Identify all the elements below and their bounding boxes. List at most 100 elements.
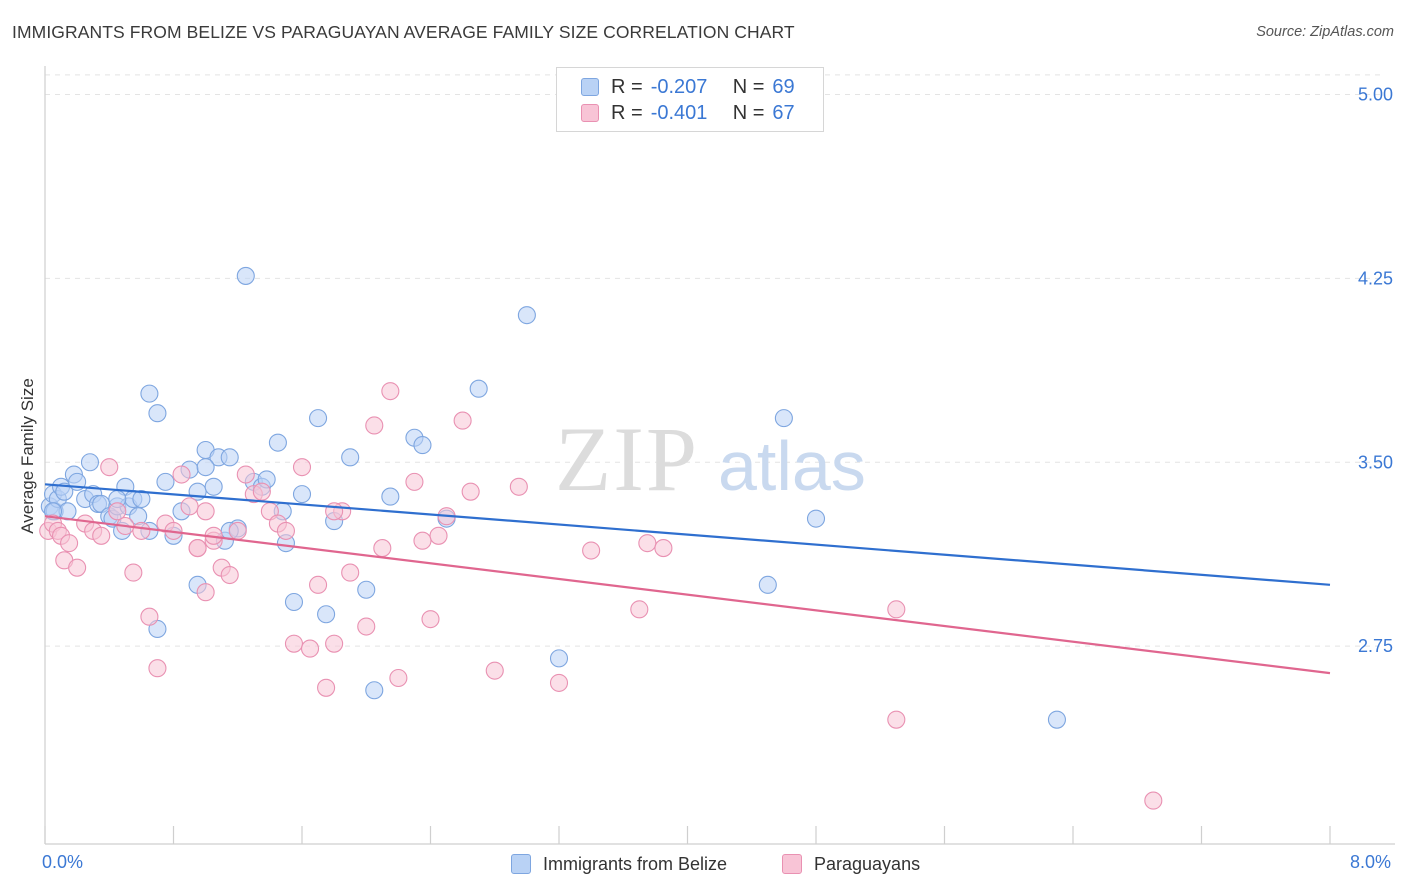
belize-point bbox=[80, 453, 100, 472]
y-tick-labels: 2.75 3.50 4.25 5.00 bbox=[1358, 85, 1393, 657]
belize-point bbox=[220, 448, 239, 467]
bottom-legend-swatch-belize bbox=[511, 854, 531, 874]
belize-point bbox=[284, 592, 304, 612]
bottom-legend-belize: Immigrants from Belize bbox=[511, 852, 727, 876]
legend-row-paraguayans: R = -0.401 N = 67 bbox=[581, 100, 795, 126]
paraguayan-point bbox=[341, 563, 360, 582]
y-tick-label: 3.50 bbox=[1358, 452, 1393, 472]
belize-point bbox=[413, 436, 432, 455]
belize-point bbox=[357, 580, 376, 599]
paraguayan-point bbox=[887, 600, 906, 619]
belize-point bbox=[517, 306, 536, 325]
paraguayan-point bbox=[220, 565, 239, 585]
y-axis-label: Average Family Size bbox=[18, 378, 37, 534]
bottom-legend-label-belize: Immigrants from Belize bbox=[543, 853, 728, 874]
belize-point bbox=[268, 433, 287, 452]
paraguayan-point bbox=[887, 710, 906, 729]
paraguayan-point bbox=[236, 465, 255, 484]
paraguayan-point bbox=[405, 472, 424, 491]
correlation-legend: R = -0.207 N = 69 R = -0.401 N = 67 bbox=[556, 67, 824, 132]
paraguayan-point bbox=[325, 502, 344, 521]
paraguayan-point bbox=[421, 610, 440, 629]
belize-point bbox=[774, 409, 793, 428]
belize-point bbox=[381, 487, 400, 506]
trend-line-paraguayans bbox=[44, 515, 1331, 675]
axes bbox=[44, 66, 1395, 845]
paraguayan-point bbox=[485, 661, 504, 680]
x-tick-max: 8.0% bbox=[1350, 852, 1392, 872]
x-tick-min: 0.0% bbox=[42, 852, 84, 872]
paraguayan-point bbox=[325, 634, 344, 653]
belize-point bbox=[758, 575, 777, 594]
paraguayan-point bbox=[317, 678, 336, 697]
paraguayan-point bbox=[228, 521, 247, 540]
paraguayan-point bbox=[300, 639, 320, 658]
paraguayan-point bbox=[284, 634, 304, 653]
belize-point bbox=[55, 482, 74, 501]
watermark-zip: ZIP bbox=[555, 408, 699, 510]
paraguayan-point bbox=[413, 531, 432, 550]
paraguayan-point bbox=[196, 502, 215, 521]
legend-r-value: -0.207 bbox=[650, 75, 708, 98]
watermark: ZIP atlas bbox=[555, 408, 866, 510]
watermark-atlas: atlas bbox=[718, 427, 866, 505]
bottom-legend-swatch-paraguayans bbox=[782, 854, 802, 874]
paraguayan-point bbox=[357, 617, 376, 636]
paraguayan-point bbox=[60, 534, 79, 553]
paraguayan-point bbox=[132, 521, 151, 540]
belize-point bbox=[317, 605, 336, 624]
legend-row-belize: R = -0.207 N = 69 bbox=[581, 74, 795, 100]
legend-swatch-belize bbox=[581, 78, 599, 96]
paraguayan-point bbox=[276, 521, 295, 540]
belize-point bbox=[309, 409, 328, 428]
paraguayan-point bbox=[381, 382, 400, 401]
paraguayan-point bbox=[365, 416, 384, 435]
belize-point bbox=[236, 266, 255, 285]
paraguayan-point bbox=[292, 458, 312, 477]
series-paraguayan-points bbox=[39, 382, 1163, 810]
belize-point bbox=[806, 509, 826, 528]
belize-point bbox=[204, 477, 223, 496]
paraguayan-point bbox=[180, 497, 199, 516]
belize-point bbox=[132, 489, 151, 509]
paraguayan-point bbox=[429, 526, 448, 545]
legend-r-label: R = bbox=[611, 101, 643, 124]
paraguayan-point bbox=[389, 668, 408, 688]
paraguayan-point bbox=[654, 539, 673, 558]
trend-line-belize bbox=[44, 483, 1331, 586]
paraguayan-point bbox=[630, 600, 649, 619]
legend-n-label: N = bbox=[732, 75, 765, 98]
belize-point bbox=[140, 384, 159, 403]
legend-n-value: 69 bbox=[772, 75, 795, 98]
belize-point bbox=[341, 448, 360, 467]
paraguayan-point bbox=[638, 534, 657, 553]
source-label: Source: ZipAtlas.com bbox=[1256, 24, 1394, 40]
trend-lines bbox=[44, 483, 1331, 675]
belize-point bbox=[292, 485, 312, 504]
legend-r-label: R = bbox=[611, 75, 643, 98]
paraguayan-point bbox=[309, 575, 328, 594]
belize-point bbox=[148, 404, 167, 423]
belize-point bbox=[156, 472, 175, 491]
series-belize-points bbox=[40, 266, 1066, 729]
paraguayan-point bbox=[252, 482, 271, 501]
chart-title: IMMIGRANTS FROM BELIZE VS PARAGUAYAN AVE… bbox=[12, 22, 795, 42]
belize-point bbox=[549, 649, 569, 668]
belize-point bbox=[196, 458, 215, 477]
legend-n-label: N = bbox=[732, 101, 765, 124]
y-tick-label: 5.00 bbox=[1358, 85, 1393, 105]
paraguayan-point bbox=[1144, 791, 1163, 810]
paraguayan-point bbox=[148, 659, 167, 678]
paraguayan-point bbox=[373, 539, 392, 558]
y-tick-label: 4.25 bbox=[1358, 268, 1393, 288]
paraguayan-point bbox=[509, 477, 528, 496]
paraguayan-point bbox=[108, 502, 127, 521]
paraguayan-point bbox=[124, 563, 143, 582]
paraguayan-point bbox=[92, 526, 111, 545]
y-tick-label: 2.75 bbox=[1358, 636, 1393, 656]
paraguayan-point bbox=[68, 558, 87, 577]
paraguayan-point bbox=[100, 458, 119, 477]
legend-n-value: 67 bbox=[772, 101, 795, 124]
paraguayan-point bbox=[196, 583, 215, 602]
